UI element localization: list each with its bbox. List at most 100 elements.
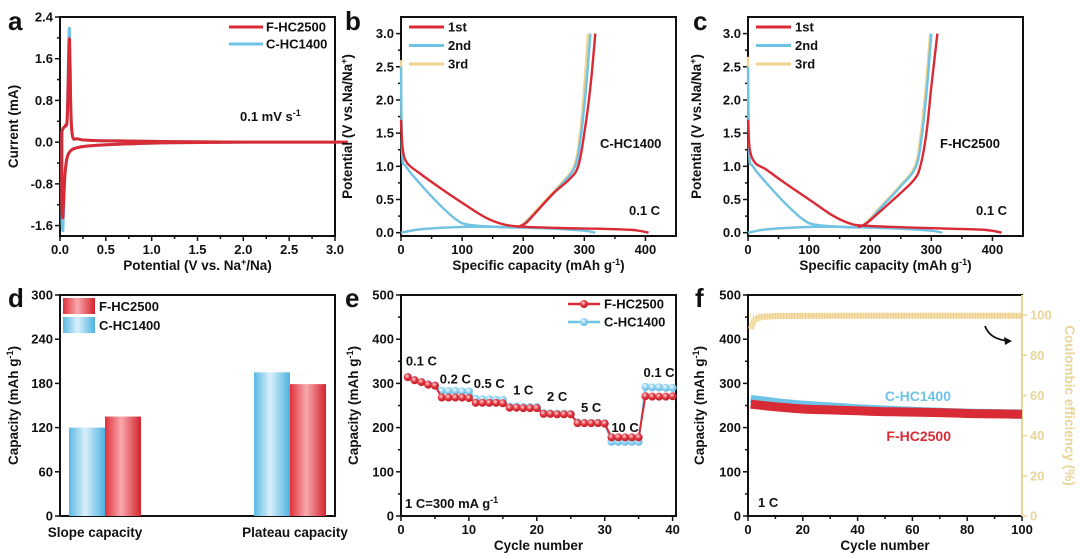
x-tick-label: 20 [530,522,544,537]
y-tick-label: 0 [46,509,53,524]
data-point-f-hc2500 [403,373,412,382]
data-point-f-hc2500 [553,410,562,419]
panel-c-gcd-chart: 0 100 200 300 400 0.0 0.5 1.0 1.5 2.0 2.5 3.0 Specif… [688,16,1024,273]
y-tick-label: -1.6 [31,218,53,233]
data-point-f-hc2500 [437,393,446,402]
x-tick-label: 80 [960,522,974,537]
current-density-note: 1 C=300 mA g-1 [405,495,498,511]
series-line-f-hc2500 [60,37,348,220]
legend-label: 3rd [795,57,815,72]
series-line-1st-discharge [399,119,649,234]
y-axis-label: Potential (V vs.Na/Na+) [688,54,704,199]
data-point-f-hc2500 [661,392,670,401]
y-tick-label: 0.0 [35,135,53,150]
y-tick-label: 0 [387,509,394,524]
y-axis-label: Capacity (mAh g-1) [5,346,21,465]
legend-label: F-HC2500 [604,297,664,312]
series-label-c-hc1400: C-HC1400 [885,388,951,404]
panel-label-d: d [8,283,24,313]
data-point-f-hc2500 [614,433,623,442]
rate-label: 5 C [581,400,602,415]
y-tick-label: 2.5 [723,59,741,74]
y-tick-label: 2.0 [723,92,741,107]
y-axis-label: Potential (V vs.Na/Na+) [339,54,355,199]
data-point-f-hc2500 [498,399,507,408]
x-tick-label: 0 [744,522,751,537]
right-y-tick-label: 100 [1030,308,1052,323]
legend-label: C-HC1400 [266,37,327,52]
series-line-2nd-discharge [746,66,943,234]
y-tick-label: 1.5 [723,126,741,141]
x-axis-label: Specific capacity (mAh g-1) [799,257,971,273]
series-band-f-hc2500 [750,399,1023,419]
y-tick-label: 2.0 [376,92,394,107]
y-tick-label: 1.0 [723,159,741,174]
data-point-f-hc2500 [410,376,419,385]
panel-label-a: a [8,6,23,36]
y-tick-label: -0.8 [31,176,53,191]
x-tick-label: 2.5 [280,242,298,257]
x-tick-label: 0.5 [97,242,115,257]
right-y-tick-label: 20 [1030,468,1044,483]
data-point-f-hc2500 [526,404,535,413]
data-point-c-hc1400 [458,387,467,396]
legend-label: 2nd [448,38,471,53]
x-axis-label: Cycle number [840,538,930,553]
x-tick-label: 100 [1011,522,1033,537]
data-point-f-hc2500 [587,419,596,428]
x-tick-label: 100 [798,242,820,257]
data-point-f-hc2500 [478,398,487,407]
series-label-f-hc2500: F-HC2500 [886,428,951,444]
legend-label: 2nd [795,38,818,53]
legend-label: C-HC1400 [99,318,160,333]
y-tick-label: 500 [372,288,394,303]
data-point-c-hc1400 [655,383,664,392]
x-tick-label: 10 [462,522,476,537]
data-point-f-hc2500 [471,398,480,407]
x-tick-label: 1.0 [143,242,161,257]
y-tick-label: 400 [719,332,741,347]
x-tick-label: 20 [796,522,810,537]
data-point-f-hc2500 [641,392,650,401]
y-tick-label: 1.0 [376,159,394,174]
legend-marker [580,318,588,326]
series-line-3rd-discharge [746,56,940,234]
x-tick-label: 30 [597,522,611,537]
legend: 1st 2nd 3rd [409,20,471,72]
annotation-rate: 0.1 C [976,203,1008,218]
series-line-1st-charge [516,33,597,229]
x-axis-label: Cycle number [494,538,584,553]
data-point-c-hc1400 [464,387,473,396]
x-tick-label: 300 [920,242,942,257]
legend-marker [580,300,588,308]
y-tick-label: 240 [31,332,53,347]
legend-label: 1st [795,20,814,35]
y-tick-label: 200 [719,420,741,435]
rate-label: 0.2 C [440,371,472,386]
y-tick-label: 2.5 [376,59,394,74]
data-point-f-hc2500 [430,381,439,390]
right-y-tick-label: 0 [1030,509,1037,524]
legend-label: 1st [448,20,467,35]
y-tick-label: 3.0 [376,26,394,41]
bar-c-hc1400-0 [69,427,105,516]
data-point-f-hc2500 [532,404,541,413]
y-tick-label: 180 [31,376,53,391]
data-point-f-hc2500 [580,419,589,428]
data-point-f-hc2500 [600,419,609,428]
x-tick-label: 40 [850,522,864,537]
data-point-f-hc2500 [512,403,521,412]
data-point-f-hc2500 [627,433,636,442]
y-tick-label: 1.6 [35,51,53,66]
annotation-sample: F-HC2500 [940,136,1000,151]
rate-label: 1 C [513,382,534,397]
data-point-f-hc2500 [634,433,643,442]
legend-label: C-HC1400 [604,315,665,330]
y-axis-label: Current (mA) [6,85,21,168]
right-y-tick-label: 60 [1030,388,1044,403]
right-y-tick-label: 40 [1030,428,1044,443]
x-tick-label: 100 [451,242,473,257]
